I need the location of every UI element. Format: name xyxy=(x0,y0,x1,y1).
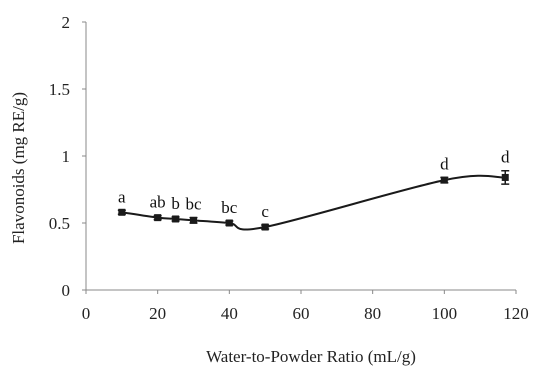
point-labels: a ab b bc bc cd d xyxy=(118,148,510,221)
data-point xyxy=(154,214,162,222)
data-point xyxy=(118,208,126,216)
y-tick-label: 0.5 xyxy=(49,214,70,233)
data-point xyxy=(190,216,197,224)
x-tick-label: 80 xyxy=(364,304,381,323)
data-point xyxy=(225,219,233,227)
y-ticks: 0 0.5 1 1.5 2 xyxy=(49,13,86,300)
data-point xyxy=(440,176,448,184)
point-label: c xyxy=(261,202,269,221)
point-label: bc xyxy=(185,195,202,214)
point-label: d xyxy=(501,148,510,167)
x-tick-label: 40 xyxy=(221,304,238,323)
data-point xyxy=(172,215,180,223)
y-tick-label: 1.5 xyxy=(49,80,70,99)
x-tick-label: 20 xyxy=(149,304,166,323)
data-point xyxy=(501,173,509,181)
x-axis: 0 20 40 60 80 100 120 xyxy=(82,289,529,323)
x-axis-title: Water-to-Powder Ratio (mL/g) xyxy=(206,347,416,366)
data-point xyxy=(261,223,269,231)
point-label: a xyxy=(118,187,126,206)
x-tick-label: 60 xyxy=(293,304,310,323)
data-points xyxy=(118,173,509,231)
y-tick-label: 0 xyxy=(62,281,71,300)
x-ticks: 0 20 40 60 80 100 120 xyxy=(82,290,529,323)
x-tick-label: 120 xyxy=(503,304,529,323)
y-tick-label: 1 xyxy=(62,147,71,166)
x-tick-label: 100 xyxy=(432,304,458,323)
point-label: b xyxy=(171,194,180,213)
point-label: bc xyxy=(221,198,238,217)
y-tick-label: 2 xyxy=(62,13,71,32)
x-tick-label: 0 xyxy=(82,304,91,323)
y-axis-title: Flavonoids (mg RE/g) xyxy=(9,92,28,244)
y-axis: 0 0.5 1 1.5 2 xyxy=(49,13,87,300)
point-label: d xyxy=(440,154,449,173)
point-label: ab xyxy=(150,193,166,212)
